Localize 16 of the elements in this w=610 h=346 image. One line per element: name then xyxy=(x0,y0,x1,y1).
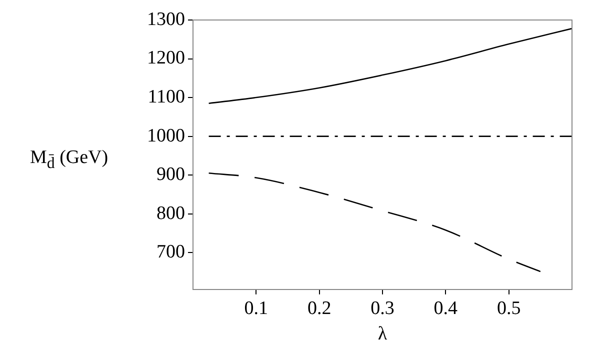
x-tick-label: 0.5 xyxy=(496,298,521,319)
x-tick-label: 0.2 xyxy=(307,298,332,319)
x-tick-label: 0.4 xyxy=(434,298,458,319)
x-axis-title: λ xyxy=(378,324,388,345)
y-tick-label: 1000 xyxy=(147,125,185,146)
y-axis-title: M$_{d̄}$ (GeV) xyxy=(30,147,108,172)
y-tick-label: 900 xyxy=(156,164,185,186)
y-tick-label: 1200 xyxy=(147,48,185,69)
y-tick-label: 700 xyxy=(156,242,185,263)
line-series xyxy=(208,172,542,272)
x-tick-label: 0.3 xyxy=(370,298,394,319)
y-tick-label: 1100 xyxy=(148,86,185,108)
line-series xyxy=(208,28,572,104)
y-tick-label: 1300 xyxy=(147,8,185,30)
x-tick-label: 0.1 xyxy=(244,298,268,319)
y-tick-label: 800 xyxy=(156,202,185,224)
